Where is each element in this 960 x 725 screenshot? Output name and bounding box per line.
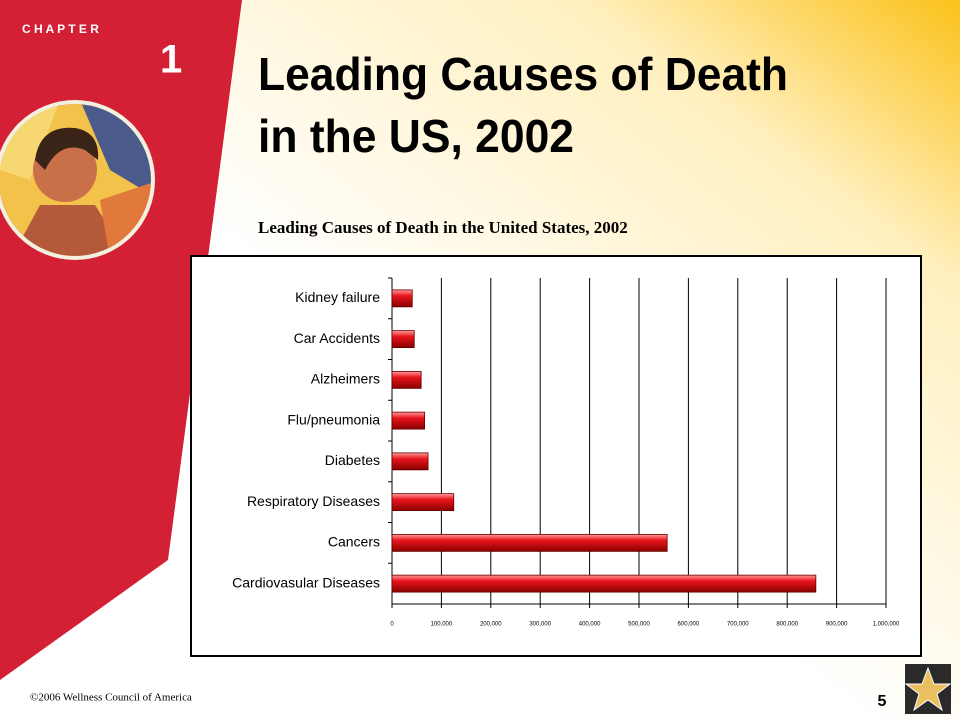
x-tick-label: 200,000 [480,622,502,628]
bar [391,411,426,430]
x-tick-label: 700,000 [727,622,749,628]
x-tick-label: 600,000 [678,622,700,628]
y-tick-label: Respiratory Diseases [247,493,380,509]
bar [391,533,668,552]
x-tick-label: 400,000 [579,622,601,628]
x-tick-label: 900,000 [826,622,848,628]
bar [391,574,817,593]
bar [391,370,422,389]
x-tick-label: 1,000,000 [873,622,900,628]
x-tick-label: 300,000 [529,622,551,628]
y-tick-label: Alzheimers [311,371,380,387]
chart-frame [190,255,922,657]
page-number: 5 [878,693,887,710]
bar [391,493,455,512]
slide-title: in the US, 2002 [258,110,574,162]
chapter-number: 1 [160,38,182,82]
y-tick-label: Diabetes [325,452,380,468]
illustration-frame [0,100,155,260]
bar [391,289,413,308]
x-tick-label: 100,000 [431,622,453,628]
logo [904,664,952,714]
x-tick-label: 800,000 [776,622,798,628]
x-tick-label: 0 [390,622,394,628]
illustration [0,104,151,256]
bar [391,452,429,471]
chart-title: Leading Causes of Death in the United St… [258,218,628,237]
y-tick-label: Kidney failure [295,289,380,305]
x-tick-label: 500,000 [628,622,650,628]
y-tick-label: Cancers [328,534,380,550]
y-tick-label: Flu/pneumonia [287,411,380,427]
y-tick-label: Cardiovasular Diseases [232,574,380,590]
y-tick-label: Car Accidents [294,330,380,346]
bar [391,330,415,349]
footer: ©2006 Wellness Council of America [30,692,192,704]
slide-title: Leading Causes of Death [258,48,788,100]
chapter-label: C H A P T E R [22,22,99,36]
